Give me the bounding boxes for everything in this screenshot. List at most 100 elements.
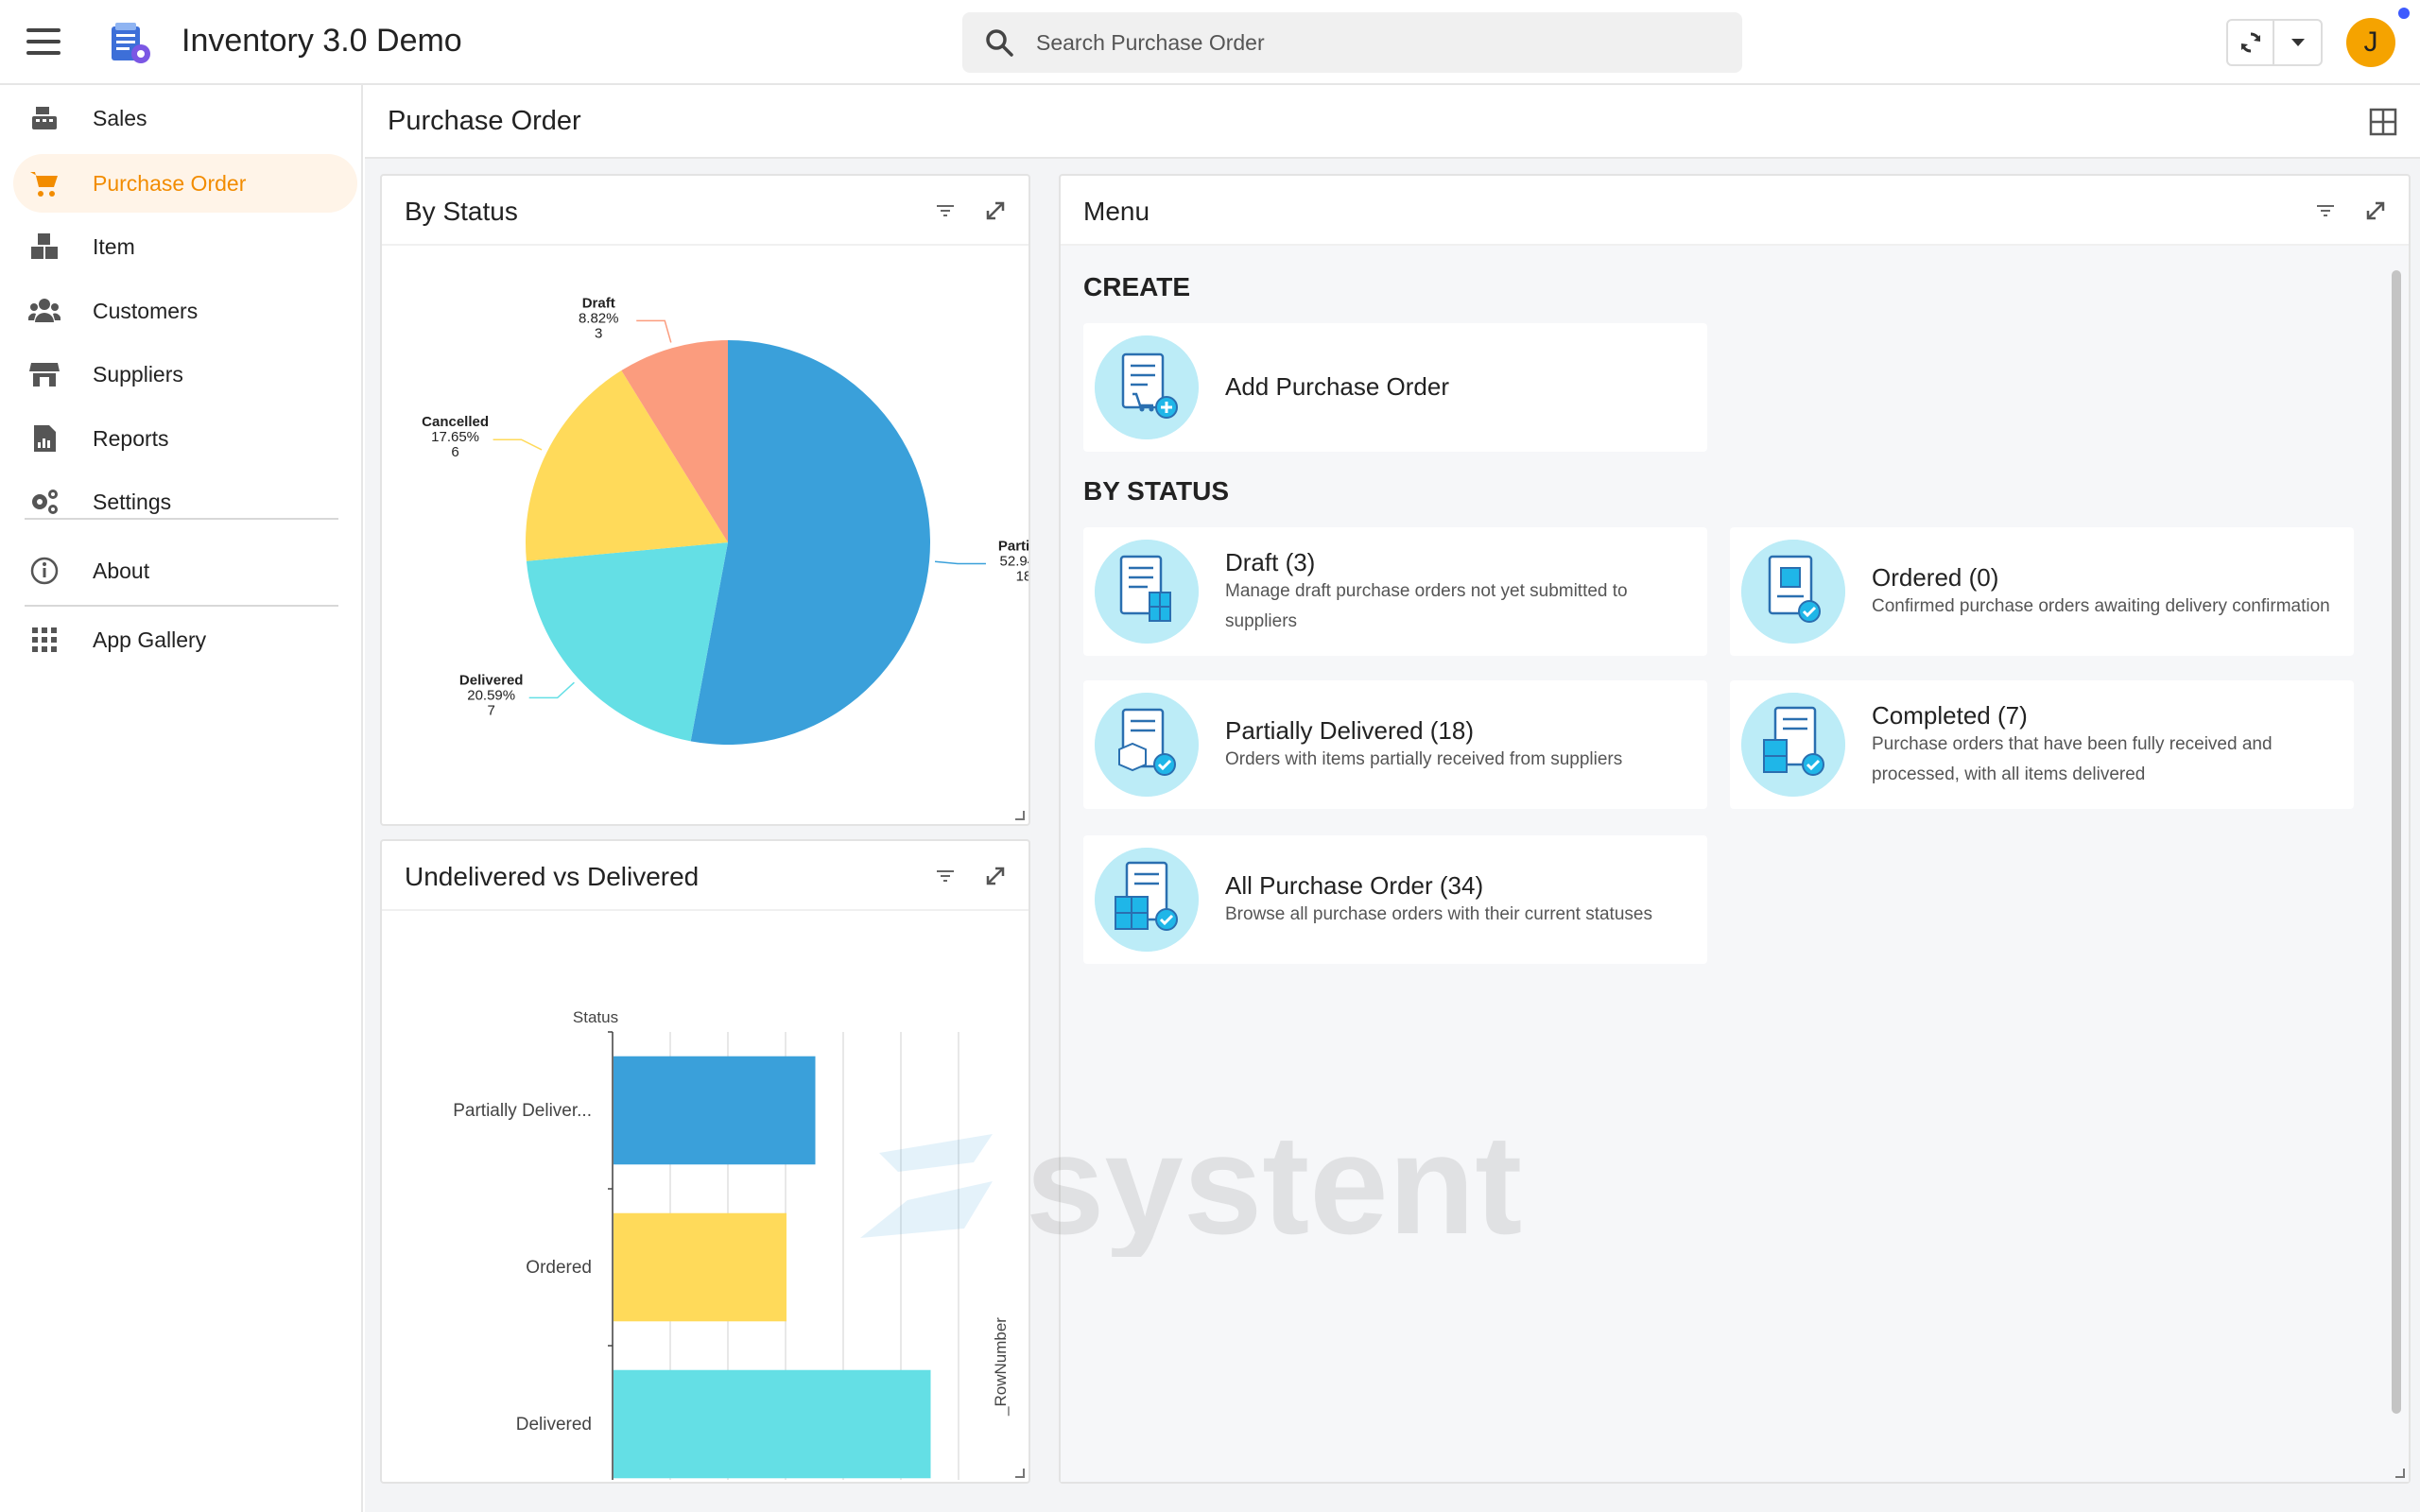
sidebar-item-label: Reports [93,425,169,451]
filter-icon[interactable] [934,200,957,221]
hamburger-menu-icon[interactable] [26,28,60,57]
card-header: Menu [1061,176,2409,246]
add-purchase-order-tile[interactable]: Add Purchase Order [1083,323,1707,452]
pie-percent-label: 8.82% [579,310,619,326]
grid-dots-icon [32,627,57,652]
bar-ordered[interactable] [614,1212,786,1322]
completed-tile[interactable]: Completed (7) Purchase orders that have … [1730,680,2354,809]
add-order-icon [1095,335,1199,439]
pie-value-label: 6 [451,444,458,460]
refresh-button-group [2226,19,2323,66]
expand-icon[interactable] [983,864,1008,888]
card-title: By Status [405,197,518,226]
app-title: Inventory 3.0 Demo [182,23,462,59]
y-axis-title: Status [573,1008,618,1026]
pie-percent-label: 20.59% [467,687,515,703]
expand-icon[interactable] [2363,198,2388,223]
store-icon [29,363,60,387]
avatar[interactable]: J [2346,18,2395,67]
partial-delivery-icon [1095,693,1199,797]
refresh-options-button[interactable] [2274,21,2321,64]
boxes-icon [31,233,58,259]
pie-slice-draft[interactable] [621,340,728,542]
resize-handle-icon[interactable] [2394,1467,2405,1478]
menu-scrollbar[interactable] [2392,270,2401,1414]
ordered-tile[interactable]: Ordered (0) Confirmed purchase orders aw… [1730,527,2354,656]
caret-down-icon [2290,39,2305,46]
search-input[interactable] [1036,12,1717,73]
tile-description: Confirmed purchase orders awaiting deliv… [1872,596,2330,616]
refresh-button[interactable] [2228,21,2275,64]
resize-handle-icon[interactable] [1013,1467,1025,1478]
sidebar-item-label: Sales [93,105,147,130]
pie-leader-line [934,560,986,565]
tile-title: All Purchase Order (34) [1225,871,1484,900]
top-bar: Inventory 3.0 Demo J [0,0,2420,85]
filter-icon[interactable] [2314,200,2337,221]
card-header: By Status [382,176,1028,246]
by-status-card: By Status Partia...52.94%18 Delivered20.5… [380,174,1030,826]
y-tick-label: Delivered [516,1415,592,1435]
pie-percent-label: 52.94% [1000,554,1028,570]
pie-value-label: 3 [595,325,602,341]
report-file-icon [34,425,56,452]
search-box[interactable] [962,12,1742,73]
notification-dot [2398,8,2410,19]
tile-description: Purchase orders that have been fully rec… [1872,734,2273,784]
sidebar-item-sales[interactable]: Sales [13,89,357,147]
tile-title: Add Purchase Order [1225,372,1450,401]
pie-leader-line [493,438,543,451]
pie-slice-cancelled[interactable] [526,370,728,561]
expand-icon[interactable] [983,198,1008,223]
filter-icon[interactable] [934,866,957,886]
pie-leader-line [528,681,575,699]
ordered-document-icon [1741,540,1845,644]
sidebar-item-suppliers[interactable]: Suppliers [13,345,357,404]
watermark-mark: systent [860,1105,1522,1263]
menu-body: CREATE Add Purchase Order BY STATUS [1061,246,2409,1482]
card-header: Undelivered vs Delivered [382,841,1028,911]
page-title: Purchase Order [388,106,581,136]
sidebar-divider [25,605,338,607]
tile-description: Orders with items partially received fro… [1225,749,1623,769]
cash-register-icon [32,107,57,129]
pie-slice-delivered[interactable] [526,542,728,742]
tile-title: Ordered (0) [1872,563,1999,592]
sidebar-item-label: Suppliers [93,361,183,387]
draft-tile[interactable]: Draft (3) Manage draft purchase orders n… [1083,527,1707,656]
refresh-icon [2240,32,2260,53]
sidebar-item-label: Item [93,233,135,259]
all-purchase-order-tile[interactable]: All Purchase Order (34) Browse all purch… [1083,835,1707,964]
sidebar-item-reports[interactable]: Reports [13,409,357,468]
pie-label: Draft [582,295,615,311]
sidebar-item-customers[interactable]: Customers [13,282,357,340]
users-icon [28,299,60,322]
partially-delivered-tile[interactable]: Partially Delivered (18) Orders with ite… [1083,680,1707,809]
sidebar-item-settings[interactable]: Settings [13,472,357,531]
bar-delivered[interactable] [614,1369,931,1479]
sidebar-item-label: App Gallery [93,627,207,652]
search-icon [986,29,1013,57]
sidebar-item-label: Purchase Order [93,170,247,196]
menu-card: Menu CREATE [1059,174,2411,1484]
sidebar-item-about[interactable]: About [13,541,357,600]
pie-label: Partia... [998,539,1028,555]
sidebar-item-purchase-order[interactable]: Purchase Order [13,154,357,213]
sidebar-item-item[interactable]: Item [13,217,357,276]
sidebar-item-app-gallery[interactable]: App Gallery [13,610,357,669]
tile-title: Completed (7) [1872,701,2028,730]
sidebar-item-label: About [93,558,150,583]
sidebar-item-label: Customers [93,298,199,323]
y-tick-label: Partially Deliver... [453,1101,592,1121]
layout-grid-icon[interactable] [2369,108,2397,136]
card-title: Menu [1083,197,1150,226]
pie-label: Cancelled [422,414,489,430]
pie-slice-partia[interactable] [690,340,930,745]
resize-handle-icon[interactable] [1013,809,1025,820]
pie-value-label: 18 [1016,569,1028,585]
draft-document-icon [1095,540,1199,644]
tile-title: Partially Delivered (18) [1225,716,1474,745]
bar-partially-deliver[interactable] [614,1056,816,1165]
